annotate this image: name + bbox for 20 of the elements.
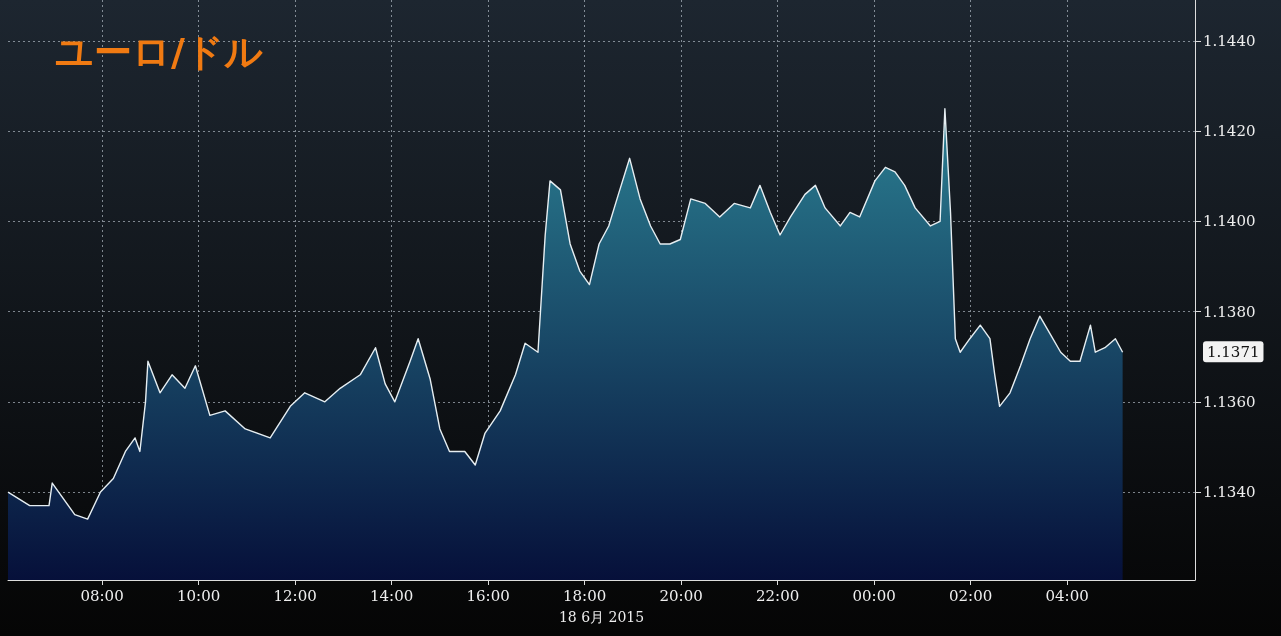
y-tick-label: 1.1380 bbox=[1203, 302, 1256, 321]
x-tick-label: 02:00 bbox=[949, 586, 993, 605]
y-tick-label: 1.1340 bbox=[1203, 483, 1256, 502]
y-tick-label: 1.1420 bbox=[1203, 122, 1256, 141]
x-tick-label: 18:00 bbox=[562, 586, 607, 605]
text: ユーロ/ドル bbox=[55, 30, 263, 74]
x-tick-label: 20:00 bbox=[659, 586, 703, 605]
x-tick-label: 00:00 bbox=[852, 586, 896, 605]
x-tick-label: 16:00 bbox=[466, 586, 510, 605]
y-tick-label: 1.1440 bbox=[1203, 32, 1256, 51]
y-tick-label: 1.1400 bbox=[1203, 212, 1256, 231]
text: 1.1371 bbox=[1207, 342, 1260, 361]
x-tick-label: 14:00 bbox=[369, 586, 414, 605]
x-axis-title: 18 6月 2015 bbox=[558, 609, 645, 625]
x-tick-label: 10:00 bbox=[176, 586, 221, 605]
y-tick-label: 1.1360 bbox=[1203, 392, 1256, 411]
x-tick-label: 12:00 bbox=[273, 586, 317, 605]
x-tick-label: 04:00 bbox=[1045, 586, 1089, 605]
x-tick-label: 08:00 bbox=[80, 586, 124, 605]
x-tick-label: 22:00 bbox=[756, 586, 800, 605]
